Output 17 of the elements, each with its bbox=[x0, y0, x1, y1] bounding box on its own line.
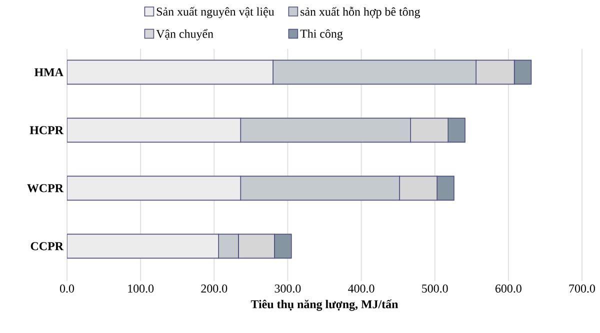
x-tick-label: 700.0 bbox=[569, 284, 595, 293]
x-tick-label: 300.0 bbox=[274, 284, 301, 293]
legend-label: sản xuất hỗn hợp bê tông bbox=[300, 6, 420, 18]
x-tick-label: 200.0 bbox=[201, 284, 228, 293]
x-tick-label: 100.0 bbox=[128, 284, 154, 293]
x-tick-label: 0.0 bbox=[60, 284, 74, 293]
y-tick-label: CCPR bbox=[30, 242, 64, 250]
x-tick-label: 600.0 bbox=[495, 284, 522, 293]
y-tick-label: HCPR bbox=[30, 126, 64, 134]
y-tick-label: HMA bbox=[34, 68, 64, 76]
legend-label: Thi công bbox=[300, 29, 343, 40]
legend-label: Vận chuyển bbox=[156, 29, 214, 40]
x-axis-title: Tiêu thụ năng lượng, MJ/tấn bbox=[250, 299, 398, 311]
x-tick-label: 500.0 bbox=[422, 284, 448, 293]
x-tick-label: 400.0 bbox=[348, 284, 374, 293]
legend-label: Sản xuất nguyên vật liệu bbox=[156, 6, 274, 18]
y-tick-label: WCPR bbox=[27, 184, 64, 192]
